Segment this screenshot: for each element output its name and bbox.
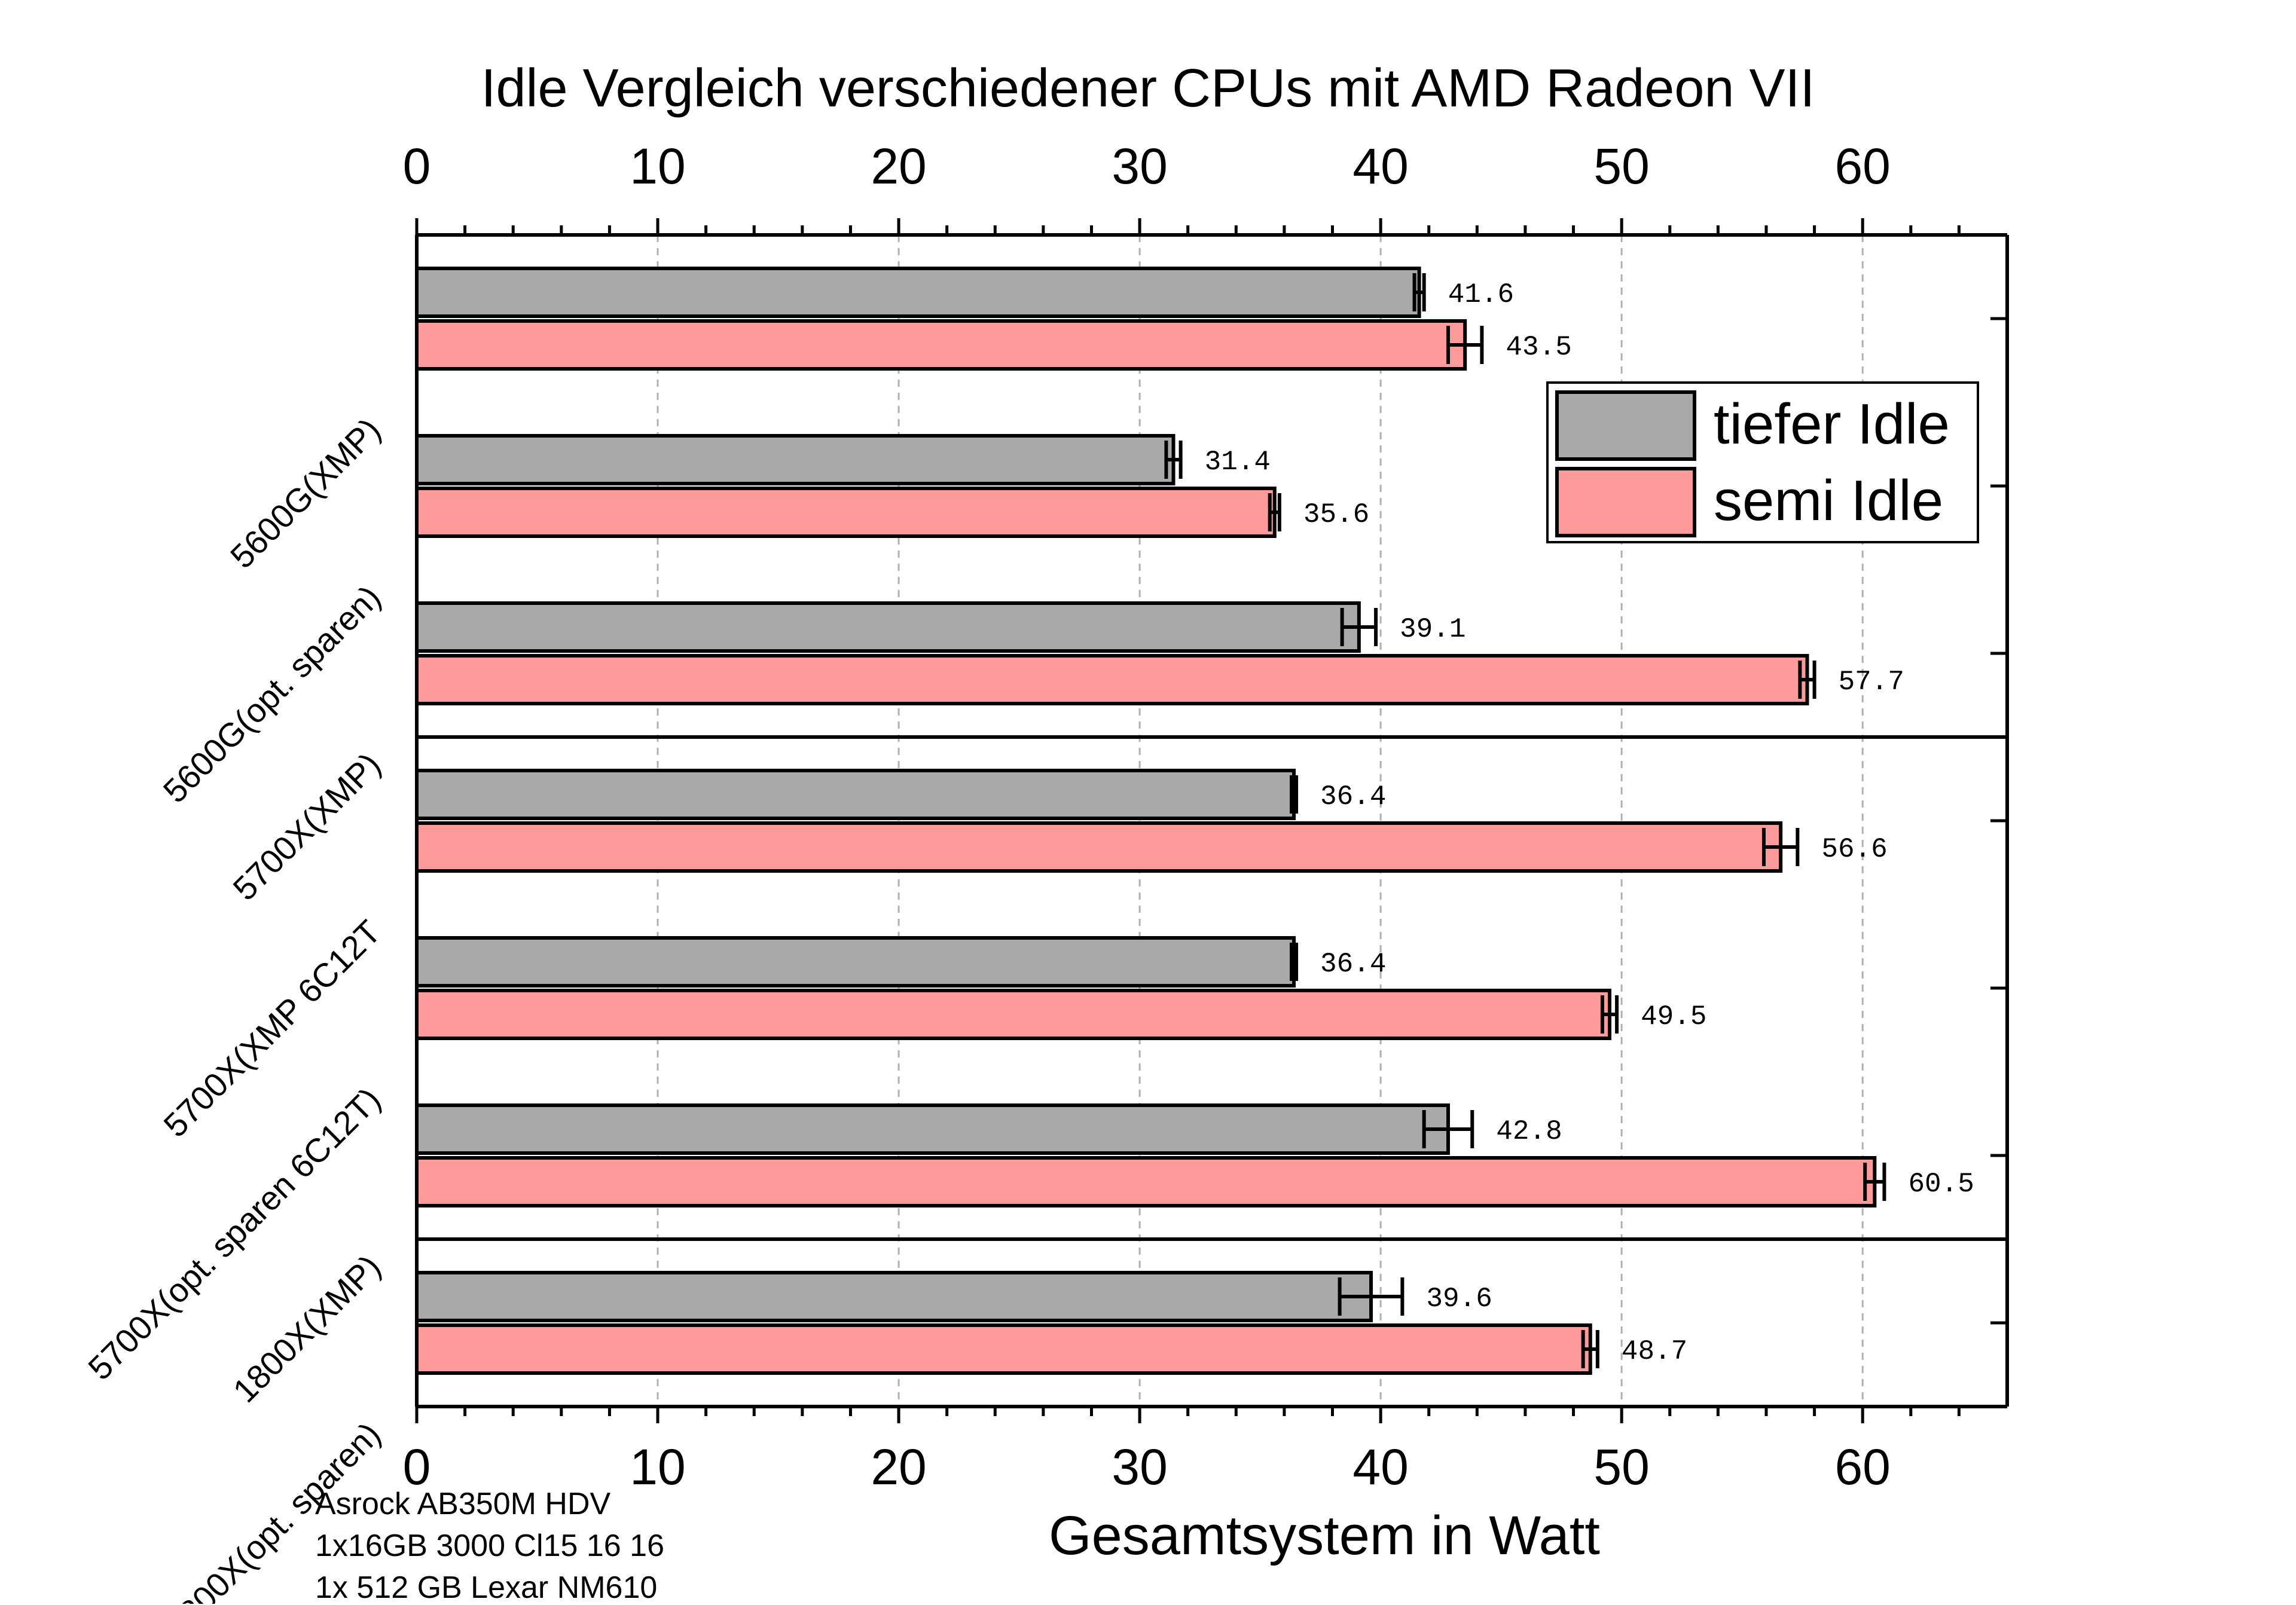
bar-tiefer-idle [415, 1103, 1450, 1155]
data-label: 41.6 [1448, 279, 1514, 310]
data-label: 31.4 [1205, 447, 1271, 478]
data-label: 60.5 [1908, 1169, 1974, 1200]
x-tick-label-bottom: 10 [630, 1439, 685, 1495]
bar-semi-idle [415, 989, 1611, 1040]
data-label: 35.6 [1303, 499, 1369, 530]
bar-tiefer-idle [415, 601, 1361, 653]
x-tick-label-bottom: 40 [1352, 1439, 1408, 1495]
x-tick-label-top: 40 [1352, 138, 1408, 194]
bar-tiefer-idle [415, 1271, 1373, 1322]
x-tick-label-top: 60 [1834, 138, 1890, 194]
data-label: 39.6 [1426, 1283, 1492, 1314]
data-label: 48.7 [1622, 1336, 1687, 1367]
legend-label-semi-idle: semi Idle [1714, 469, 1943, 533]
grid [657, 235, 1864, 1407]
x-tick-label-top: 0 [403, 138, 431, 194]
legend-swatch-tiefer-idle [1555, 390, 1696, 461]
x-tick-label-bottom: 0 [403, 1439, 431, 1495]
data-label: 39.1 [1400, 614, 1465, 645]
bars [415, 267, 1886, 1375]
chart-title: Idle Vergleich verschiedener CPUs mit AM… [481, 59, 1815, 118]
bar-semi-idle [415, 319, 1467, 371]
x-axis-label: Gesamtsystem in Watt [1049, 1505, 1600, 1566]
data-label: 36.4 [1320, 949, 1386, 980]
axes: 0 0 10 10 20 20 30 30 40 40 50 50 60 60 [403, 138, 2009, 1495]
data-label: 43.5 [1506, 332, 1571, 363]
bar-semi-idle [415, 1323, 1592, 1375]
data-label: 36.4 [1320, 781, 1386, 812]
footnote-storage: 1x 512 GB Lexar NM610 [315, 1570, 658, 1605]
footnote-board: Asrock AB350M HDV [315, 1487, 611, 1521]
bar-tiefer-idle [415, 267, 1421, 318]
data-label: 49.5 [1641, 1001, 1706, 1032]
x-tick-label-top: 10 [630, 138, 685, 194]
bar-semi-idle [415, 654, 1809, 705]
x-tick-label-bottom: 50 [1593, 1439, 1649, 1495]
data-labels: 41.6 43.5 31.4 35.6 39.1 57.7 36.4 56.6 36.4 49.5… [1205, 279, 1974, 1367]
bar-tiefer-idle [415, 434, 1176, 485]
x-tick-label-top: 50 [1593, 138, 1649, 194]
x-tick-label-top: 30 [1112, 138, 1167, 194]
data-label: 56.6 [1821, 834, 1887, 865]
x-tick-label-top: 20 [871, 138, 926, 194]
bar-semi-idle [415, 1156, 1877, 1207]
x-tick-label-bottom: 30 [1112, 1439, 1167, 1495]
x-tick-label-bottom: 60 [1834, 1439, 1890, 1495]
footnote-memory: 1x16GB 3000 Cl15 16 16 [315, 1528, 664, 1563]
legend-label-tiefer-idle: tiefer Idle [1714, 392, 1950, 456]
x-tick-label-bottom: 20 [871, 1439, 926, 1495]
bar-tiefer-idle [415, 936, 1296, 988]
bar-tiefer-idle [415, 769, 1296, 820]
bar-semi-idle [415, 487, 1277, 538]
legend: tiefer Idle semi Idle [1546, 381, 1979, 543]
bar-semi-idle [415, 821, 1783, 873]
data-label: 42.8 [1496, 1116, 1562, 1147]
legend-swatch-semi-idle [1555, 467, 1696, 537]
data-label: 57.7 [1839, 667, 1904, 698]
